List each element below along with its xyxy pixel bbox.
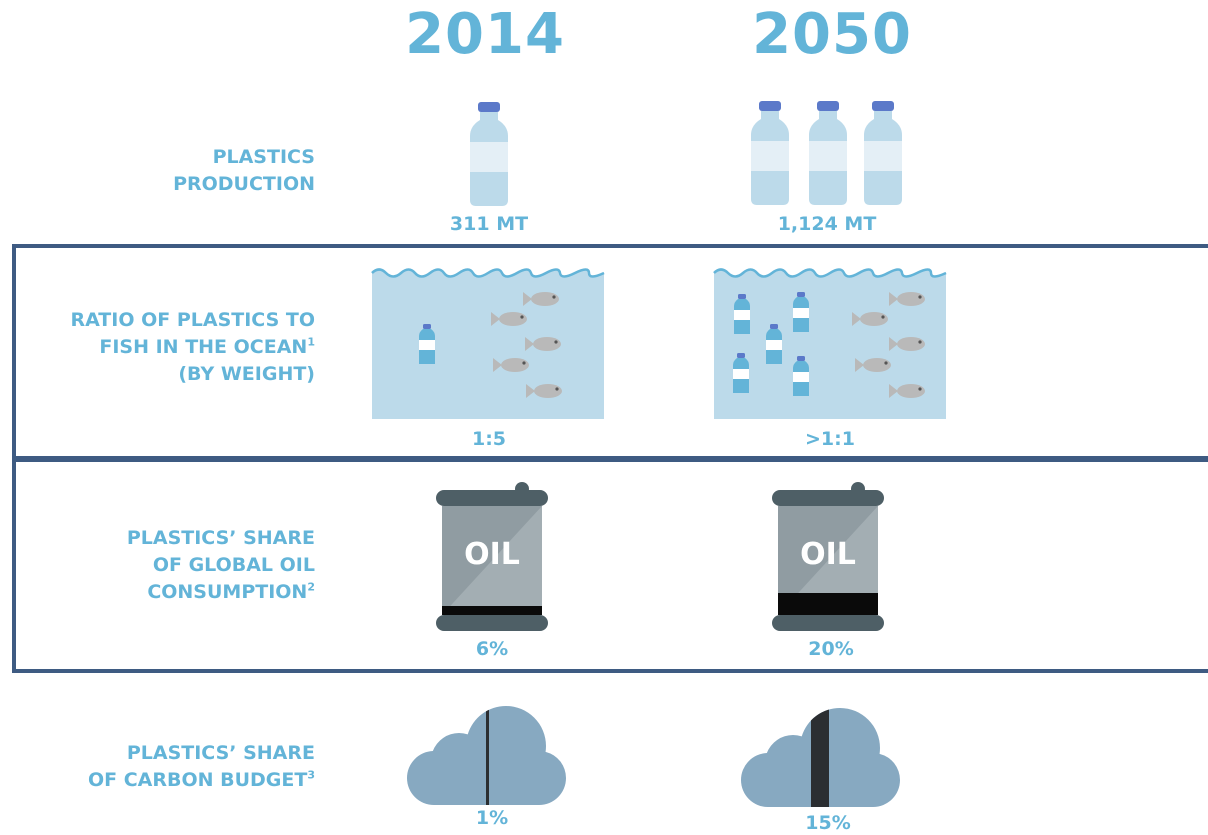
oil-barrel-icon: OIL: [436, 482, 548, 631]
oil-share-fill: [778, 593, 878, 615]
carbon-value-2014: 1%: [475, 807, 509, 829]
oil-value-2014: 6%: [475, 638, 509, 660]
ratio-value-2050: >1:1: [805, 428, 855, 450]
fish-icon: [491, 312, 527, 326]
bottle-icon: [734, 294, 750, 334]
carbon-value-2050: 15%: [805, 812, 851, 834]
fish-icon: [526, 384, 562, 398]
row-label-oil: PLASTICS’ SHARE OF GLOBAL OIL CONSUMPTIO…: [127, 525, 315, 606]
label-line: FISH IN THE OCEAN: [99, 336, 308, 358]
oil-band: [12, 456, 1208, 673]
label-line: OF GLOBAL OIL: [152, 554, 315, 576]
fish-icon: [855, 358, 891, 372]
barrel-label: OIL: [800, 537, 856, 572]
bottle-icon: [809, 101, 847, 205]
bottle-icon: [864, 101, 902, 205]
row-label-carbon: PLASTICS’ SHARE OF CARBON BUDGET3: [88, 740, 315, 794]
label-line: PLASTICS’ SHARE: [126, 742, 315, 764]
carbon-share-fill: [811, 708, 829, 807]
barrel-label: OIL: [464, 537, 520, 572]
production-value-2014: 311 MT: [449, 213, 529, 235]
oil-value-2050: 20%: [808, 638, 854, 660]
fish-icon: [889, 292, 925, 306]
fish-icon: [523, 292, 559, 306]
footnote-mark: 1: [307, 335, 315, 349]
label-line: PRODUCTION: [173, 173, 315, 195]
fish-icon: [493, 358, 529, 372]
label-line: (BY WEIGHT): [178, 363, 315, 385]
cloud-icon: [741, 708, 900, 807]
bottle-icon: [733, 353, 749, 393]
label-line: CONSUMPTION: [147, 581, 308, 603]
year-header-2050: 2050: [752, 2, 912, 67]
bottle-icon: [766, 324, 782, 364]
ocean-2050-illustration: [713, 268, 947, 419]
bottle-icon: [751, 101, 789, 205]
footnote-mark: 3: [307, 768, 315, 782]
row-label-production: PLASTICS PRODUCTION: [173, 144, 315, 198]
ratio-value-2014: 1:5: [471, 428, 507, 450]
fish-icon: [889, 337, 925, 351]
oil-share-fill: [442, 606, 542, 615]
bottle-icon: [793, 292, 809, 332]
ratio-band: [12, 244, 1208, 462]
cloud-icon: [407, 706, 566, 805]
label-line: PLASTICS: [212, 146, 315, 168]
bottle-icon: [793, 356, 809, 396]
fish-icon: [852, 312, 888, 326]
fish-icon: [889, 384, 925, 398]
label-line: RATIO OF PLASTICS TO: [70, 309, 315, 331]
fish-icon: [525, 337, 561, 351]
row-label-ratio: RATIO OF PLASTICS TO FISH IN THE OCEAN1 …: [70, 307, 315, 388]
carbon-share-fill: [486, 706, 489, 805]
oil-barrel-icon: OIL: [772, 482, 884, 631]
label-line: OF CARBON BUDGET: [87, 769, 308, 791]
production-value-2050: 1,124 MT: [777, 213, 877, 235]
bottle-icon: [470, 102, 508, 206]
footnote-mark: 2: [307, 580, 315, 594]
year-header-2014: 2014: [405, 2, 565, 67]
ocean-2014-illustration: [371, 268, 605, 419]
label-line: PLASTICS’ SHARE: [126, 527, 315, 549]
bottle-icon: [419, 324, 435, 364]
